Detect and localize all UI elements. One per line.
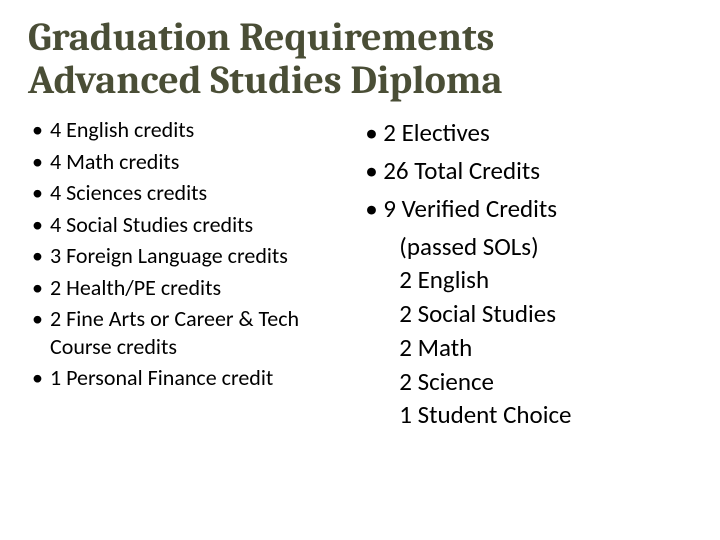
list-item-text: 3 Foreign Language credits [50, 242, 288, 269]
list-item: 4 Social Studies credits [28, 211, 339, 239]
right-column: 2 Electives 26 Total Credits 9 Verified … [361, 116, 692, 432]
left-column: 4 English credits 4 Math credits 4 Scien… [28, 116, 339, 432]
list-item-text: 26 Total Credits [383, 155, 540, 186]
list-item-text: 4 Sciences credits [50, 179, 207, 206]
list-item: 4 English credits [28, 116, 339, 144]
title-line-2: Advanced Studies Diploma [28, 57, 502, 103]
list-item-text: 4 Math credits [50, 148, 179, 175]
sub-line: 1 Student Choice [399, 398, 692, 432]
list-item: 26 Total Credits [361, 154, 692, 188]
sub-line: (passed SOLs) [399, 230, 692, 264]
list-item-text: 4 English credits [50, 116, 194, 143]
list-item-text: 2 Fine Arts or Career & Tech Course cred… [50, 305, 299, 360]
list-item-text: 4 Social Studies credits [50, 211, 253, 238]
list-item: 2 Electives [361, 116, 692, 150]
list-item: 1 Personal Finance credit [28, 364, 339, 392]
list-item-text: 9 Verified Credits [383, 193, 557, 224]
title-line-1: Graduation Requirements [28, 14, 494, 60]
content-columns: 4 English credits 4 Math credits 4 Scien… [28, 116, 692, 432]
list-item-text: 1 Personal Finance credit [50, 364, 273, 391]
list-item: 9 Verified Credits [361, 192, 692, 226]
left-bullet-list: 4 English credits 4 Math credits 4 Scien… [28, 116, 339, 392]
list-item-text: 2 Electives [383, 117, 489, 148]
list-item-text: 2 Health/PE credits [50, 274, 221, 301]
list-item: 3 Foreign Language credits [28, 242, 339, 270]
sub-line: 2 Social Studies [399, 297, 692, 331]
sub-line: 2 Science [399, 365, 692, 399]
list-item: 4 Sciences credits [28, 179, 339, 207]
right-bullet-list: 2 Electives 26 Total Credits 9 Verified … [361, 116, 692, 225]
slide-title: Graduation Requirements Advanced Studies… [28, 16, 692, 102]
list-item: 4 Math credits [28, 148, 339, 176]
sub-line: 2 Math [399, 331, 692, 365]
sub-line: 2 English [399, 263, 692, 297]
slide: Graduation Requirements Advanced Studies… [0, 0, 720, 540]
list-item: 2 Fine Arts or Career & Tech Course cred… [28, 305, 339, 360]
list-item: 2 Health/PE credits [28, 274, 339, 302]
